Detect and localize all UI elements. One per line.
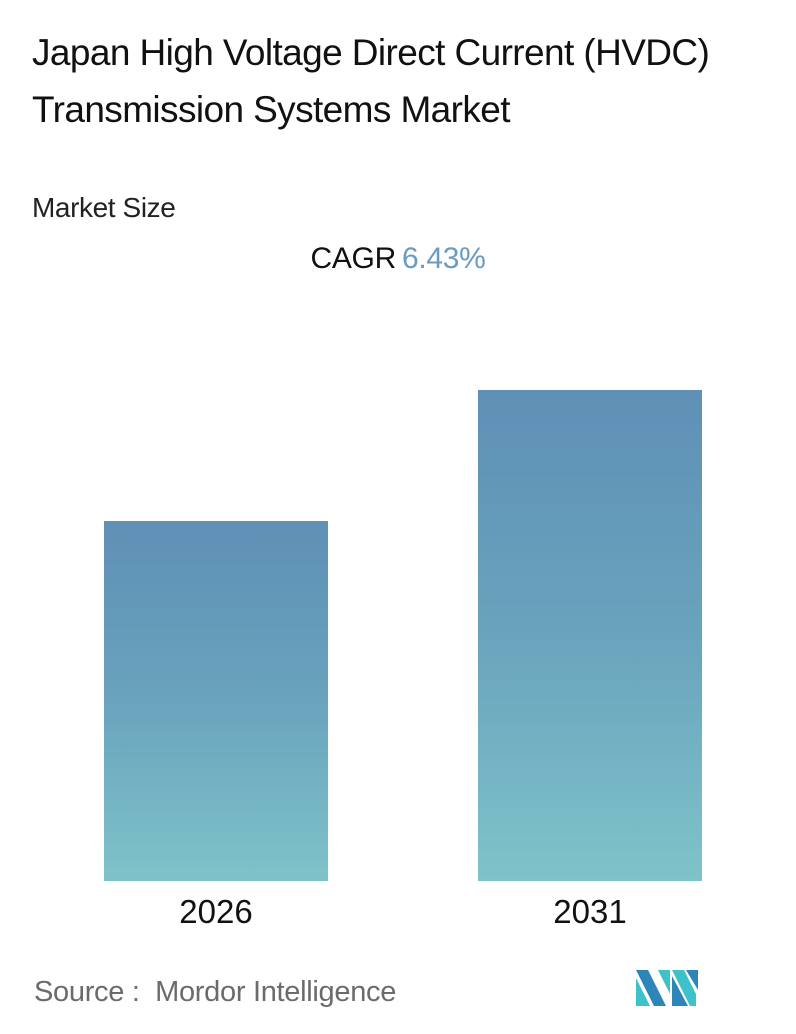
source-name: Mordor Intelligence xyxy=(155,976,397,1008)
bar-2031 xyxy=(478,390,702,881)
x-tick-label-2031: 2031 xyxy=(553,893,627,930)
source-label: Source : xyxy=(34,976,140,1008)
cagr-annotation: CAGR 6.43% xyxy=(0,242,796,276)
cagr-label: CAGR xyxy=(310,242,396,275)
chart-title: Japan High Voltage Direct Current (HVDC)… xyxy=(32,32,710,130)
mordor-intelligence-logo-icon xyxy=(636,970,700,1006)
cagr-value: 6.43% xyxy=(401,242,486,275)
bar-2026 xyxy=(104,521,328,881)
source-attribution: Source : Mordor Intelligence xyxy=(34,976,396,1009)
x-tick-label-2026: 2026 xyxy=(179,893,253,930)
chart-subtitle: Market Size xyxy=(32,192,176,223)
